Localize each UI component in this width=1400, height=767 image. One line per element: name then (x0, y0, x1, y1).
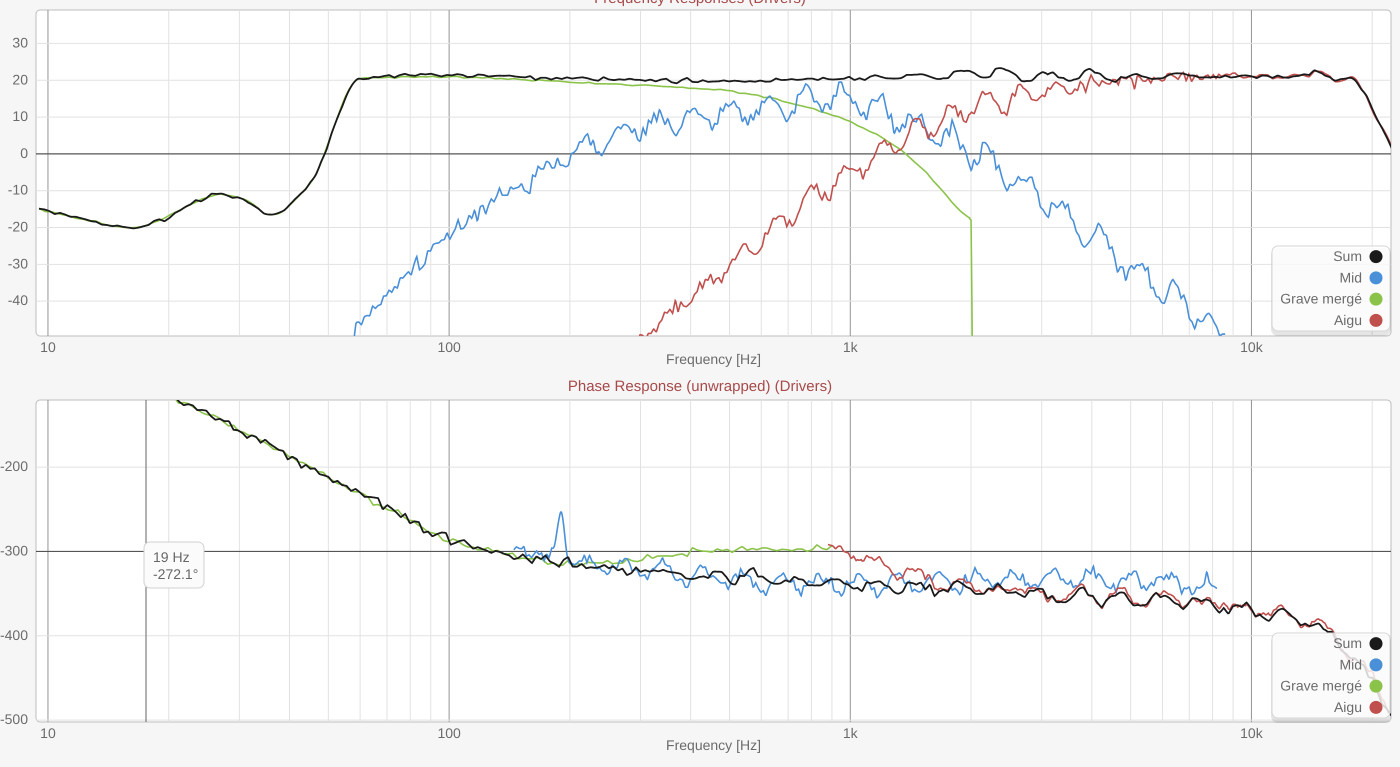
svg-text:10: 10 (12, 108, 28, 124)
svg-text:Grave mergé: Grave mergé (1280, 678, 1362, 694)
svg-text:-400: -400 (0, 627, 28, 643)
svg-text:Aigu: Aigu (1334, 312, 1362, 328)
svg-text:Mid: Mid (1339, 269, 1362, 285)
svg-text:10k: 10k (1240, 339, 1264, 355)
svg-text:-20: -20 (8, 219, 28, 235)
svg-text:-500: -500 (0, 711, 28, 727)
svg-text:-272.1°: -272.1° (153, 566, 198, 582)
svg-text:19 Hz: 19 Hz (153, 549, 190, 565)
svg-text:-300: -300 (0, 542, 28, 558)
svg-text:Sum: Sum (1333, 635, 1362, 651)
svg-text:-30: -30 (8, 255, 28, 271)
svg-text:-200: -200 (0, 458, 28, 474)
svg-text:1k: 1k (843, 725, 859, 741)
svg-text:1k: 1k (843, 339, 859, 355)
svg-text:0: 0 (20, 145, 28, 161)
svg-text:20: 20 (12, 71, 28, 87)
svg-text:Aigu: Aigu (1334, 699, 1362, 715)
svg-text:Frequency [Hz]: Frequency [Hz] (666, 737, 761, 753)
svg-text:Frequency Responses (Drivers): Frequency Responses (Drivers) (594, 0, 806, 7)
svg-text:-40: -40 (8, 292, 28, 308)
svg-text:10: 10 (40, 725, 56, 741)
svg-text:100: 100 (437, 339, 461, 355)
svg-text:Phase Response (unwrapped) (Dr: Phase Response (unwrapped) (Drivers) (568, 378, 832, 395)
svg-text:-10: -10 (8, 182, 28, 198)
svg-text:10: 10 (40, 339, 56, 355)
svg-text:Mid: Mid (1339, 656, 1362, 672)
svg-text:Frequency [Hz]: Frequency [Hz] (666, 351, 761, 367)
svg-text:Grave mergé: Grave mergé (1280, 291, 1362, 307)
svg-text:10k: 10k (1240, 725, 1264, 741)
svg-text:30: 30 (12, 34, 28, 50)
svg-text:Sum: Sum (1333, 248, 1362, 264)
svg-text:100: 100 (437, 725, 461, 741)
